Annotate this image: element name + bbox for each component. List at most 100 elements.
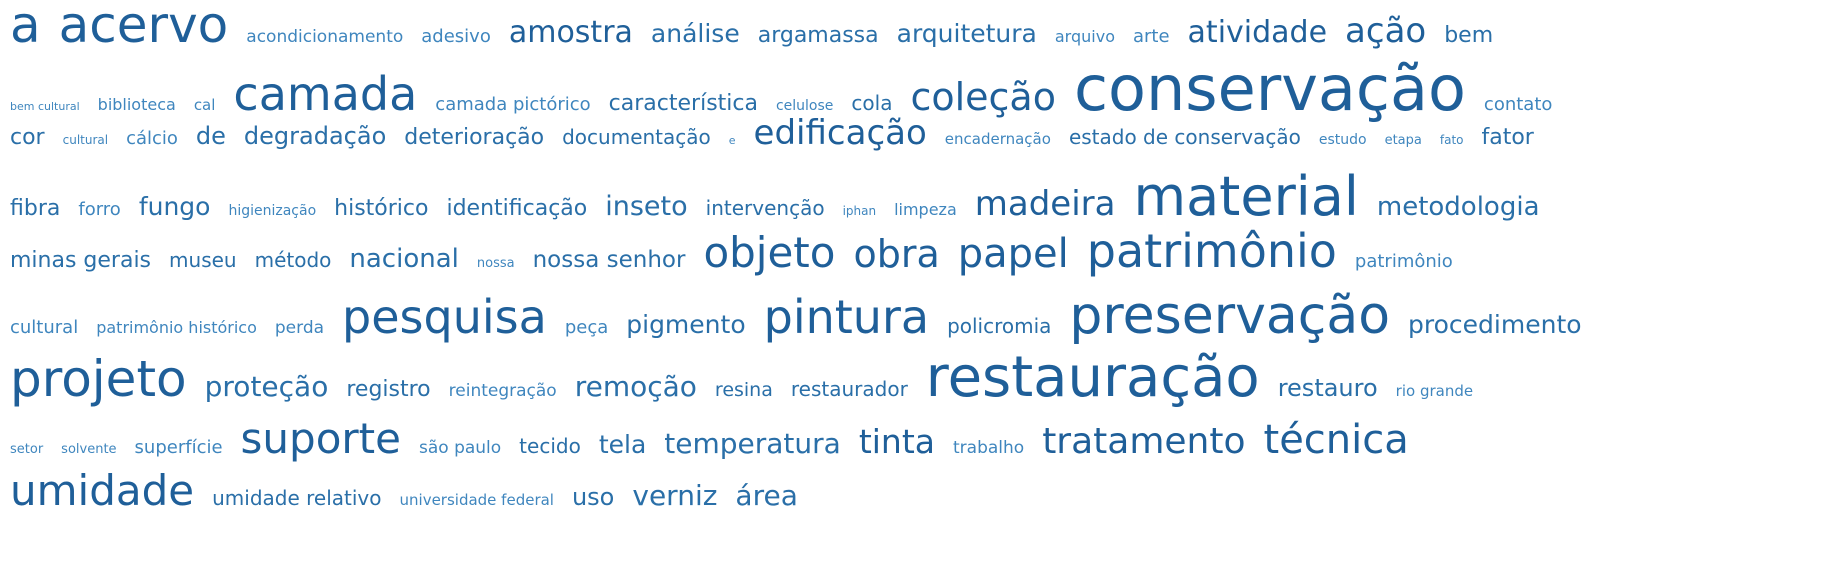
tag-verniz[interactable]: verniz bbox=[632, 479, 718, 512]
tag-cor[interactable]: cor bbox=[10, 125, 45, 150]
tag-degradacao[interactable]: degradação bbox=[243, 122, 387, 150]
tag-peca[interactable]: peça bbox=[564, 317, 609, 338]
tag-metodologia[interactable]: metodologia bbox=[1376, 192, 1540, 222]
tag-suporte[interactable]: suporte bbox=[240, 414, 401, 463]
tag-madeira[interactable]: madeira bbox=[974, 184, 1116, 224]
tag-projeto[interactable]: projeto bbox=[10, 350, 187, 408]
tag-nossa[interactable]: nossa bbox=[476, 256, 515, 271]
tag-papel[interactable]: papel bbox=[957, 231, 1069, 277]
tag-tinta[interactable]: tinta bbox=[858, 422, 935, 461]
tag-atividade[interactable]: atividade bbox=[1187, 15, 1328, 50]
tag-acondicionamento[interactable]: acondicionamento bbox=[246, 27, 404, 47]
tag-trabalho[interactable]: trabalho bbox=[953, 438, 1025, 458]
tag-analise[interactable]: análise bbox=[650, 19, 740, 48]
tag-bem[interactable]: bem bbox=[1444, 23, 1494, 48]
tag-etapa[interactable]: etapa bbox=[1384, 133, 1422, 148]
tag-material[interactable]: material bbox=[1133, 165, 1359, 228]
tag-e[interactable]: e bbox=[728, 134, 736, 147]
tag-argamassa[interactable]: argamassa bbox=[757, 23, 879, 48]
tag-tratamento[interactable]: tratamento bbox=[1042, 421, 1246, 462]
tag-acao[interactable]: ação bbox=[1345, 11, 1427, 51]
tag-perda[interactable]: perda bbox=[274, 318, 325, 338]
tag-deterioracao[interactable]: deterioração bbox=[404, 125, 545, 150]
tag-umidade[interactable]: umidade bbox=[10, 466, 195, 515]
tag-intervencao[interactable]: intervenção bbox=[705, 196, 825, 220]
tag-edificacao[interactable]: edificação bbox=[753, 113, 927, 153]
tag-sao-paulo[interactable]: são paulo bbox=[418, 438, 502, 458]
tag-celulose[interactable]: celulose bbox=[775, 98, 834, 114]
tag-cal[interactable]: cal bbox=[193, 96, 216, 114]
tag-procedimento[interactable]: procedimento bbox=[1408, 310, 1582, 339]
tag-documentacao[interactable]: documentação bbox=[562, 125, 711, 149]
tag-fato[interactable]: fato bbox=[1439, 133, 1464, 147]
tag-nacional[interactable]: nacional bbox=[349, 244, 459, 274]
tag-museu[interactable]: museu bbox=[169, 248, 237, 272]
tag-superficie[interactable]: superfície bbox=[134, 437, 223, 458]
tag-minas-gerais[interactable]: minas gerais bbox=[10, 248, 152, 273]
tag-patrimonio-cultural-start[interactable]: patrimônio bbox=[1354, 251, 1453, 272]
tag-limpeza[interactable]: limpeza bbox=[894, 200, 957, 219]
tag-registro[interactable]: registro bbox=[346, 377, 431, 402]
tag-restaurador[interactable]: restaurador bbox=[790, 377, 908, 401]
tag-contato[interactable]: contato bbox=[1483, 94, 1553, 115]
tag-identificacao[interactable]: identificação bbox=[446, 196, 588, 221]
tag-tela[interactable]: tela bbox=[598, 430, 647, 459]
tag-bem-cultural[interactable]: bem cultural bbox=[10, 100, 80, 113]
tag-cola[interactable]: cola bbox=[851, 91, 893, 115]
tag-camada-pictorico[interactable]: camada pictórico bbox=[435, 94, 591, 115]
tag-patrimonio-historico[interactable]: patrimônio histórico bbox=[96, 318, 257, 337]
tag-arte[interactable]: arte bbox=[1132, 26, 1170, 47]
tag-fator[interactable]: fator bbox=[1481, 125, 1534, 150]
tag-adesivo[interactable]: adesivo bbox=[421, 26, 491, 47]
tag-fungo[interactable]: fungo bbox=[138, 192, 211, 221]
tag-pintura[interactable]: pintura bbox=[763, 290, 930, 344]
tag-uso[interactable]: uso bbox=[571, 483, 615, 511]
tag-rio-grande[interactable]: rio grande bbox=[1395, 382, 1474, 400]
tag-historico[interactable]: histórico bbox=[334, 196, 429, 221]
tag-acervo[interactable]: acervo bbox=[58, 0, 229, 54]
tag-setor[interactable]: setor bbox=[10, 442, 44, 457]
tag-restauracao[interactable]: restauração bbox=[925, 345, 1260, 410]
tag-universidade-federal[interactable]: universidade federal bbox=[399, 491, 554, 509]
tag-protecao[interactable]: proteção bbox=[204, 370, 329, 403]
tag-estudo[interactable]: estudo bbox=[1318, 132, 1367, 148]
tag-arquivo[interactable]: arquivo bbox=[1054, 27, 1115, 46]
tag-pigmento[interactable]: pigmento bbox=[626, 310, 746, 339]
tag-temperatura[interactable]: temperatura bbox=[664, 427, 841, 460]
tag-forro[interactable]: forro bbox=[78, 199, 121, 220]
tag-camada[interactable]: camada bbox=[233, 67, 418, 121]
tag-patrimonio[interactable]: patrimônio bbox=[1086, 224, 1337, 278]
tag-inseto[interactable]: inseto bbox=[605, 191, 688, 222]
tag-patrimonio-cultural-end[interactable]: cultural bbox=[10, 317, 79, 338]
tag-preservacao[interactable]: preservação bbox=[1069, 286, 1391, 346]
tag-arquitetura[interactable]: arquitetura bbox=[896, 19, 1037, 48]
tag-tecido[interactable]: tecido bbox=[519, 434, 581, 458]
tag-pesquisa[interactable]: pesquisa bbox=[342, 290, 547, 344]
tag-de[interactable]: de bbox=[195, 122, 226, 150]
tag-resina[interactable]: resina bbox=[714, 379, 773, 401]
tag-estado-de-conservacao[interactable]: estado de conservação bbox=[1068, 125, 1301, 149]
tag-caracteristica[interactable]: característica bbox=[608, 91, 758, 116]
tag-colecao[interactable]: coleção bbox=[910, 75, 1056, 119]
tag-calcio[interactable]: cálcio bbox=[126, 128, 178, 149]
tag-remocao[interactable]: remoção bbox=[574, 370, 697, 403]
tag-biblioteca[interactable]: biblioteca bbox=[97, 95, 176, 114]
tag-metodo[interactable]: método bbox=[254, 248, 332, 272]
tag-cultural[interactable]: cultural bbox=[62, 133, 109, 147]
tag-restauro[interactable]: restauro bbox=[1277, 374, 1378, 402]
tag-encadernacao[interactable]: encadernação bbox=[944, 130, 1051, 148]
tag-fibra[interactable]: fibra bbox=[10, 196, 61, 221]
tag-tecnica[interactable]: técnica bbox=[1263, 417, 1409, 463]
tag-umidade-relativo[interactable]: umidade relativo bbox=[212, 486, 382, 510]
tag-nossa-senhor[interactable]: nossa senhor bbox=[532, 247, 686, 273]
tag-obra[interactable]: obra bbox=[853, 232, 940, 276]
tag-higienizacao[interactable]: higienização bbox=[228, 203, 317, 219]
tag-solvente[interactable]: solvente bbox=[61, 442, 117, 457]
tag-policromia[interactable]: policromia bbox=[947, 314, 1052, 338]
tag-a[interactable]: a bbox=[10, 0, 41, 54]
tag-reintegracao[interactable]: reintegração bbox=[448, 381, 557, 401]
tag-conservacao[interactable]: conservação bbox=[1073, 52, 1466, 125]
tag-objeto[interactable]: objeto bbox=[703, 228, 836, 277]
tag-iphan[interactable]: iphan bbox=[842, 204, 877, 218]
tag-amostra[interactable]: amostra bbox=[508, 15, 633, 50]
